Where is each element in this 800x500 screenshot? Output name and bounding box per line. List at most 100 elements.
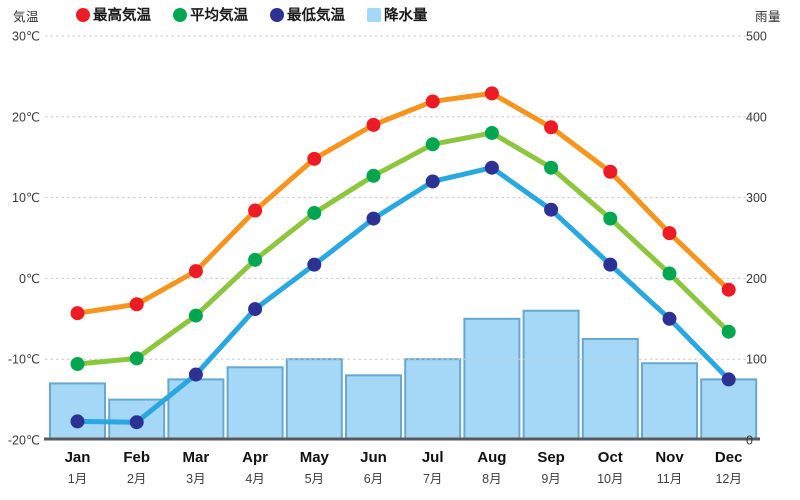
temp-line (75, 90, 732, 316)
temp-line (75, 165, 732, 425)
temp-data-point (129, 351, 144, 366)
temp-data-point (307, 151, 322, 166)
temp-data-point (366, 211, 381, 226)
temp-data-point (307, 205, 322, 220)
month-label-jp: 1月 (68, 472, 87, 486)
month-label-en: Sep (537, 449, 565, 466)
temp-data-point (70, 357, 85, 372)
temp-data-point (721, 324, 736, 339)
temp-data-point (248, 302, 263, 317)
month-label-en: Apr (242, 449, 268, 466)
month-label-en: Jan (65, 449, 91, 466)
month-label-jp: 6月 (364, 472, 383, 486)
temp-data-point (484, 86, 499, 101)
precip-bar (404, 358, 462, 441)
temp-tick-label: -10℃ (8, 353, 40, 367)
legend-label: 最高気温 (93, 8, 151, 24)
left-axis-title: 気温 (13, 10, 40, 24)
temp-tick-label: -20℃ (8, 434, 40, 448)
month-label-jp: 7月 (423, 472, 442, 486)
rain-tick-label: 500 (746, 30, 767, 44)
month-label-en: Mar (183, 449, 210, 466)
rain-tick-label: 100 (746, 353, 767, 367)
month-label-en: Dec (715, 449, 743, 466)
temp-data-point (544, 120, 559, 135)
temp-data-point (721, 282, 736, 297)
temp-data-point (662, 226, 677, 241)
rain-tick-label: 200 (746, 272, 767, 286)
rain-tick-label: 400 (746, 110, 767, 124)
precip-bar (700, 378, 758, 440)
month-label-jp: 3月 (186, 472, 205, 486)
temp-data-point (188, 308, 203, 323)
month-label-jp: 8月 (482, 472, 501, 486)
temp-line (75, 130, 732, 367)
precip-bar (581, 338, 639, 440)
legend-label: 最低気温 (287, 8, 345, 24)
temp-data-point (366, 117, 381, 132)
month-label-en: Jun (360, 449, 387, 466)
temp-data-point (248, 203, 263, 218)
temp-tick-label: 10℃ (12, 191, 40, 205)
temp-data-point (188, 367, 203, 382)
month-label-jp: 5月 (305, 472, 324, 486)
temp-data-point (544, 202, 559, 217)
precip-bar (522, 309, 580, 440)
temp-data-point (484, 125, 499, 140)
temp-data-point (662, 266, 677, 281)
month-label-en: Aug (477, 449, 506, 466)
temp-tick-label: 0℃ (19, 272, 40, 286)
temp-data-point (544, 160, 559, 175)
temp-data-point (70, 414, 85, 429)
legend-label: 降水量 (384, 8, 428, 24)
precip-bar (285, 358, 343, 441)
month-label-jp: 2月 (127, 472, 146, 486)
temp-data-point (188, 264, 203, 279)
max-temp-dot-icon (76, 7, 90, 22)
month-label-en: Nov (655, 449, 684, 466)
temp-data-point (425, 137, 440, 152)
temp-data-point (248, 252, 263, 267)
legend-item-avg-temp: 平均気温 (173, 4, 248, 25)
temp-data-point (484, 160, 499, 175)
legend-item-precipitation: 降水量 (367, 4, 428, 25)
rain-tick-label: 300 (746, 191, 767, 205)
chart-legend: 最高気温 平均気温 最低気温 降水量 (76, 4, 428, 25)
temp-data-point (425, 174, 440, 189)
precip-bar (226, 366, 284, 440)
temp-data-point (70, 306, 85, 321)
month-label-jp: 9月 (541, 472, 560, 486)
precip-bar (463, 317, 521, 440)
month-label-jp: 10月 (597, 472, 623, 486)
right-axis-title: 雨量 (754, 10, 781, 24)
temp-data-point (366, 168, 381, 183)
temp-data-point (425, 94, 440, 109)
month-label-en: Oct (598, 449, 623, 466)
min-temp-dot-icon (270, 7, 284, 22)
month-label-jp: 12月 (715, 472, 741, 486)
precipitation-swatch-icon (367, 7, 381, 22)
temp-data-point (129, 297, 144, 312)
month-label-en: Feb (123, 449, 150, 466)
temp-data-point (603, 257, 618, 272)
avg-temp-dot-icon (173, 7, 187, 22)
temp-data-point (129, 415, 144, 430)
precip-bar (345, 374, 402, 440)
precip-bar (49, 382, 106, 441)
temp-data-point (603, 164, 618, 179)
temp-data-point (307, 257, 322, 272)
month-label-en: Jul (422, 449, 444, 466)
temp-data-point (662, 311, 677, 326)
month-label-en: May (300, 449, 330, 466)
rain-tick-label: 0 (746, 434, 753, 448)
legend-item-min-temp: 最低気温 (270, 4, 345, 25)
precip-bar (641, 362, 698, 440)
temp-data-point (603, 211, 618, 226)
temp-tick-label: 30℃ (12, 30, 40, 44)
legend-item-max-temp: 最高気温 (76, 4, 151, 25)
month-label-jp: 11月 (657, 472, 682, 486)
temp-data-point (721, 372, 736, 387)
month-label-jp: 4月 (245, 472, 264, 486)
